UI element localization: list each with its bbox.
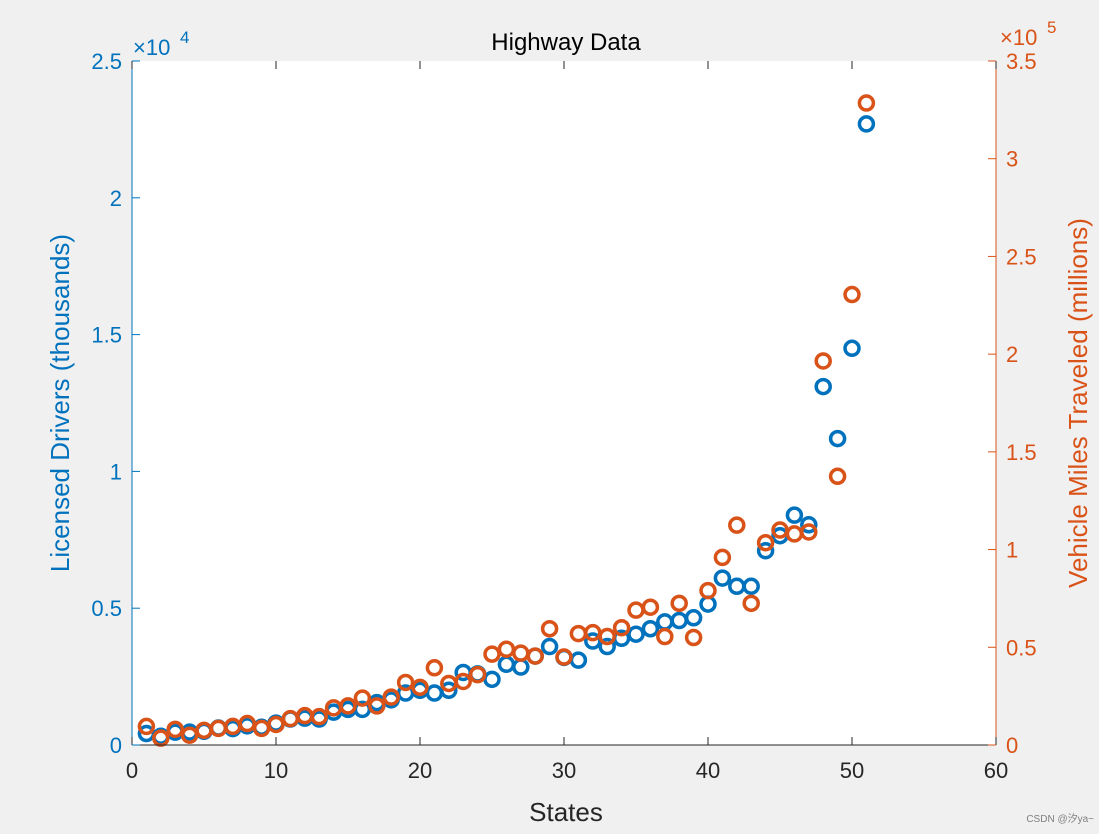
miles-point — [411, 678, 429, 697]
x-tick-label: 30 — [552, 758, 576, 783]
miles-point — [641, 598, 660, 616]
drivers-point — [440, 681, 458, 700]
drivers-point — [857, 115, 876, 133]
miles-point — [180, 726, 199, 744]
miles-point — [425, 659, 444, 677]
miles-point — [756, 533, 775, 552]
miles-point — [483, 645, 501, 663]
miles-point — [800, 523, 818, 541]
miles-point — [238, 714, 256, 733]
miles-point — [828, 467, 847, 486]
x-axis-label: States — [529, 797, 603, 827]
miles-point — [555, 648, 573, 666]
drivers-point — [598, 637, 616, 656]
miles-point — [728, 516, 746, 534]
drivers-point — [814, 377, 832, 396]
right-y-tick-label: 1 — [1006, 538, 1018, 563]
chart-title: Highway Data — [491, 29, 641, 56]
miles-point — [468, 665, 487, 684]
x-tick-label: 10 — [264, 758, 288, 783]
miles-point — [598, 627, 616, 646]
miles-point — [684, 628, 703, 647]
left-y-tick-label: 2 — [110, 186, 122, 211]
miles-point — [857, 94, 876, 112]
miles-point — [382, 688, 400, 706]
drivers-point — [785, 506, 804, 524]
right-y-axis-label: Vehicle Miles Traveled (millions) — [1063, 218, 1093, 588]
drivers-point — [540, 637, 559, 656]
right-y-tick-label: 2.5 — [1006, 244, 1037, 269]
miles-point — [267, 715, 285, 734]
drivers-point — [641, 619, 660, 638]
left-y-tick-label: 2.5 — [91, 49, 122, 74]
miles-point — [353, 689, 372, 707]
miles-point — [656, 627, 674, 646]
left-y-tick-label: 0.5 — [91, 596, 122, 621]
miles-point — [612, 618, 631, 637]
watermark: CSDN @汐ya~ — [1026, 812, 1094, 825]
miles-point — [526, 647, 544, 665]
x-tick-label: 50 — [840, 758, 864, 783]
drivers-point — [843, 339, 861, 358]
left-exponent-label: ×10 4 — [133, 28, 189, 60]
drivers-point — [828, 429, 847, 448]
left-y-axis-label: Licensed Drivers (thousands) — [45, 234, 75, 572]
drivers-point — [483, 670, 501, 689]
miles-point — [454, 672, 472, 691]
drivers-point — [684, 609, 703, 627]
miles-point — [843, 285, 861, 304]
right-y-tick-label: 1.5 — [1006, 440, 1037, 465]
miles-point — [814, 352, 832, 370]
miles-point — [742, 594, 760, 613]
drivers-point — [756, 541, 775, 560]
x-tick-label: 20 — [408, 758, 432, 783]
left-exponent-power: 4 — [180, 28, 189, 47]
miles-point — [699, 581, 717, 600]
drivers-point — [742, 577, 760, 596]
right-exponent-label: ×10 5 — [1000, 18, 1056, 50]
right-exponent-power: 5 — [1047, 18, 1056, 37]
drivers-point — [713, 569, 732, 587]
right-exponent-base: ×10 — [1000, 25, 1037, 50]
miles-point — [339, 697, 357, 715]
miles-point — [166, 720, 184, 739]
miles-point — [540, 619, 559, 638]
right-y-tick-label: 3.5 — [1006, 49, 1037, 74]
drivers-point — [627, 625, 645, 643]
left-exponent-base: ×10 — [133, 35, 170, 60]
series-vehicle-miles — [137, 94, 876, 747]
miles-point — [137, 717, 156, 736]
right-y-tick-label: 0 — [1006, 733, 1018, 758]
plot-area — [132, 61, 996, 745]
miles-point — [396, 673, 415, 692]
left-y-tick-label: 1.5 — [91, 323, 122, 348]
miles-point — [713, 548, 732, 567]
miles-point — [670, 594, 688, 613]
right-y-tick-label: 3 — [1006, 147, 1018, 172]
x-tick-label: 40 — [696, 758, 720, 783]
left-y-tick-label: 0 — [110, 733, 122, 758]
x-tick-label: 60 — [984, 758, 1008, 783]
left-y-tick-label: 1 — [110, 459, 122, 484]
right-y-tick-label: 2 — [1006, 342, 1018, 367]
miles-point — [310, 707, 328, 726]
right-y-tick-label: 0.5 — [1006, 635, 1037, 660]
x-tick-label: 0 — [126, 758, 138, 783]
drivers-point — [800, 516, 818, 534]
miles-point — [368, 697, 386, 715]
